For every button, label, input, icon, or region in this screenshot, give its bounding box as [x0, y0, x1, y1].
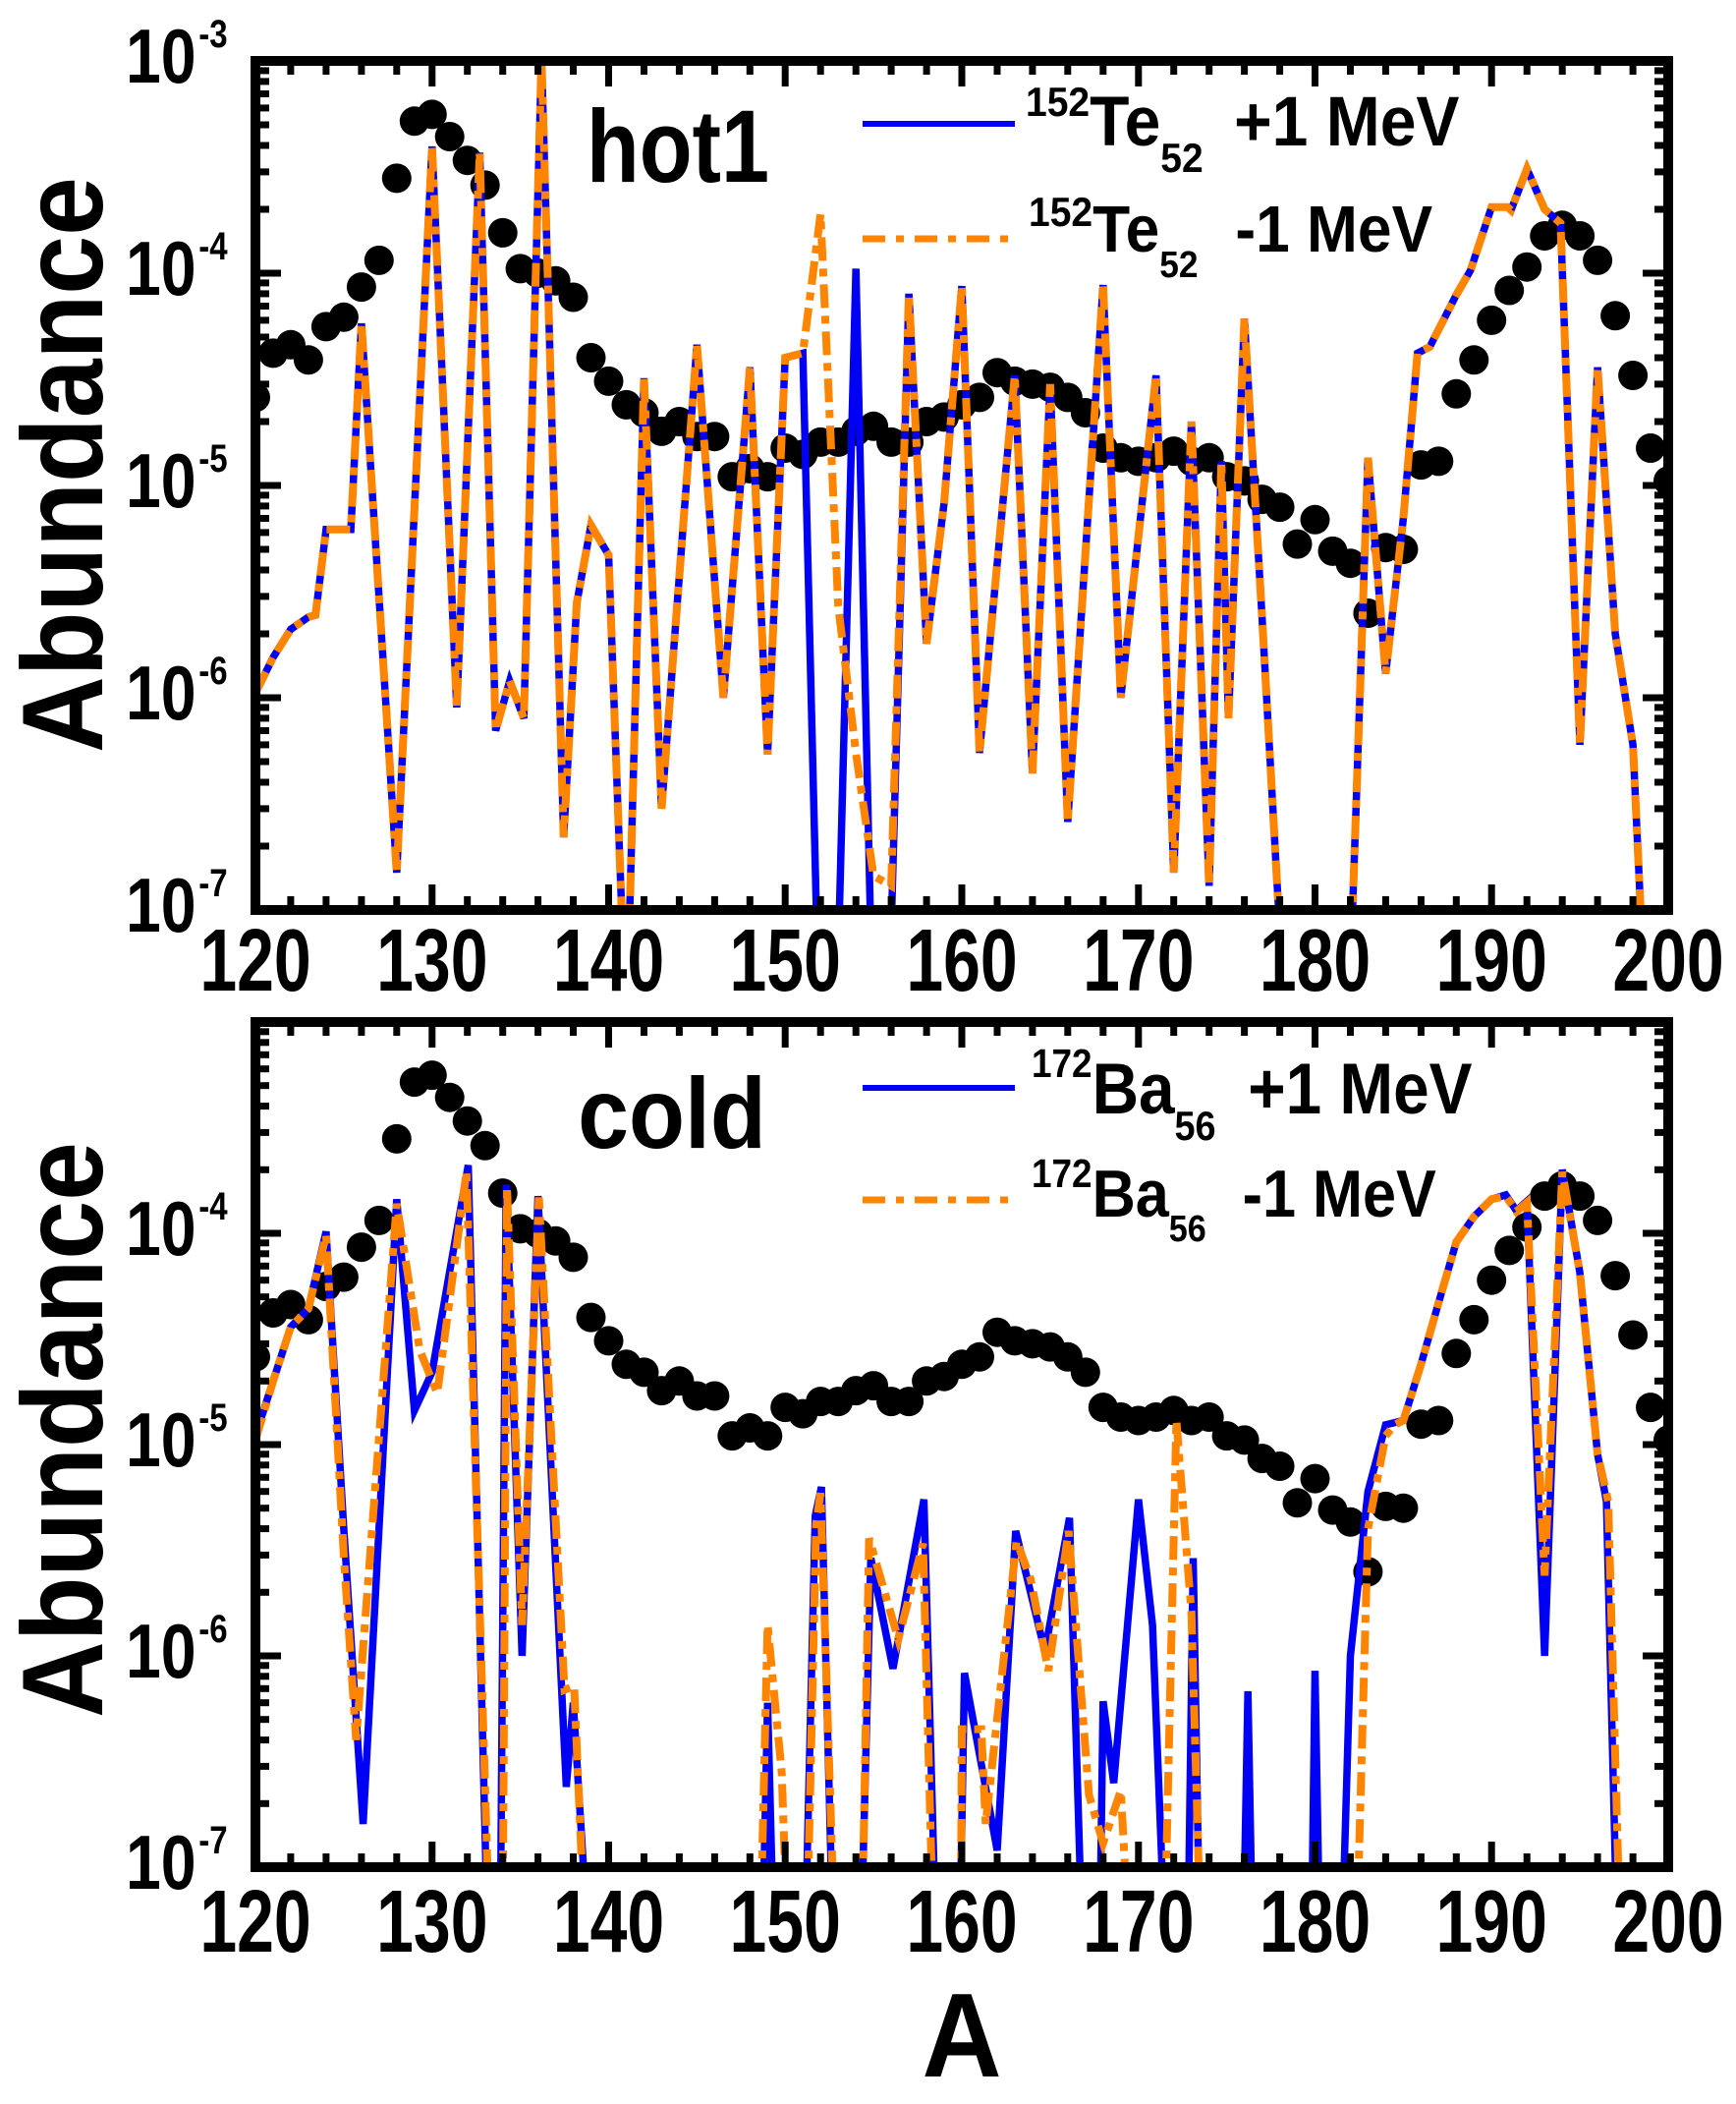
svg-text:cold: cold [578, 1057, 766, 1169]
svg-text:-5: -5 [198, 436, 227, 481]
svg-text:10: 10 [126, 651, 196, 736]
svg-text:10: 10 [126, 1397, 196, 1483]
svg-text:120: 120 [199, 911, 310, 1009]
svg-text:160: 160 [906, 1872, 1017, 1970]
svg-text:172Ba56 +1 MeV: 172Ba56 +1 MeV [1032, 1042, 1472, 1149]
svg-text:-7: -7 [198, 1818, 227, 1862]
svg-text:200: 200 [1612, 911, 1723, 1009]
svg-text:10: 10 [126, 14, 196, 99]
svg-text:180: 180 [1260, 911, 1371, 1009]
svg-text:10: 10 [126, 1186, 196, 1272]
svg-text:-7: -7 [198, 861, 227, 905]
svg-text:140: 140 [553, 1872, 664, 1970]
svg-text:Abundance: Abundance [0, 177, 127, 753]
svg-text:130: 130 [376, 1872, 487, 1970]
svg-text:10: 10 [126, 226, 196, 312]
svg-text:A: A [922, 1968, 1001, 2099]
svg-text:170: 170 [1083, 911, 1194, 1009]
svg-text:150: 150 [730, 911, 841, 1009]
svg-text:150: 150 [730, 1872, 841, 1970]
svg-text:-6: -6 [198, 1607, 227, 1651]
svg-text:-4: -4 [198, 1184, 228, 1228]
svg-text:200: 200 [1612, 1872, 1723, 1970]
svg-text:hot1: hot1 [587, 88, 769, 204]
svg-text:172Ba56 -1 MeV: 172Ba56 -1 MeV [1032, 1152, 1436, 1249]
svg-text:10: 10 [126, 1820, 196, 1905]
svg-text:-6: -6 [198, 649, 227, 693]
svg-text:152Te52 -1 MeV: 152Te52 -1 MeV [1029, 189, 1432, 286]
svg-text:120: 120 [199, 1872, 310, 1970]
svg-text:-5: -5 [198, 1395, 227, 1440]
svg-text:Abundance: Abundance [0, 1142, 127, 1718]
svg-text:152Te52 +1 MeV: 152Te52 +1 MeV [1026, 79, 1460, 182]
svg-text:180: 180 [1260, 1872, 1371, 1970]
svg-text:-4: -4 [198, 224, 228, 268]
svg-text:140: 140 [553, 911, 664, 1009]
svg-text:-3: -3 [198, 12, 227, 56]
svg-text:10: 10 [126, 863, 196, 948]
svg-text:170: 170 [1083, 1872, 1194, 1970]
svg-text:190: 190 [1436, 1872, 1547, 1970]
svg-text:160: 160 [906, 911, 1017, 1009]
svg-text:130: 130 [376, 911, 487, 1009]
svg-text:10: 10 [126, 438, 196, 524]
svg-text:190: 190 [1436, 911, 1547, 1009]
svg-text:10: 10 [126, 1609, 196, 1694]
